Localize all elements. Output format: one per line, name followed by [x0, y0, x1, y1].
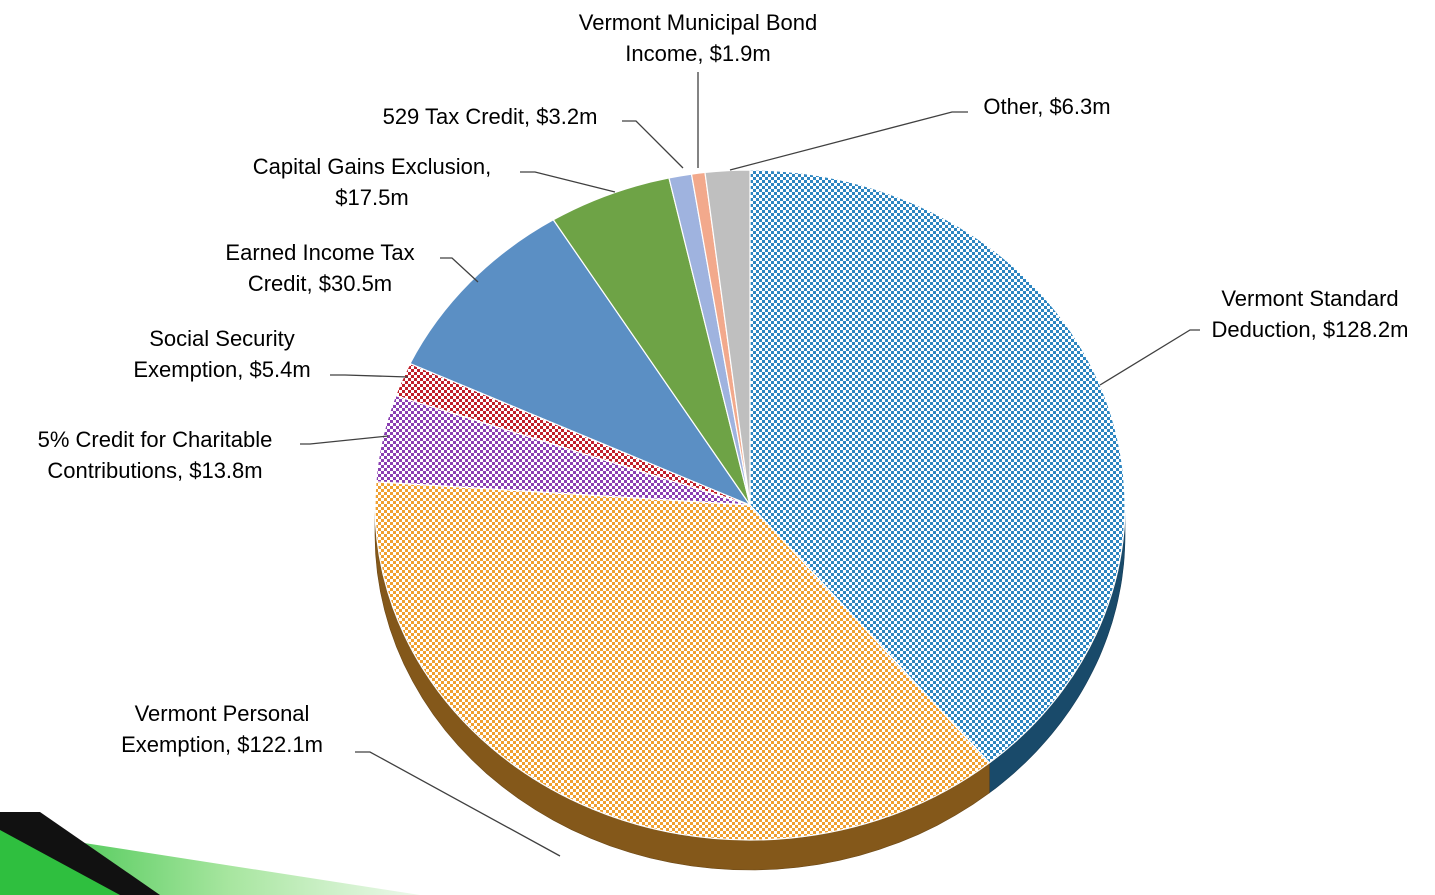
label-line: 529 Tax Credit, $3.2m [383, 104, 598, 129]
label-line: Capital Gains Exclusion, [253, 154, 491, 179]
corner-banner [0, 812, 420, 895]
label-vermont-personal-exemption: Vermont Personal Exemption, $122.1m [121, 701, 323, 757]
label-line: Credit, $30.5m [248, 271, 392, 296]
label-5-credit-for-charitable-contributions: 5% Credit for Charitable Contributions, $… [38, 427, 273, 483]
pie-slices [374, 169, 1126, 841]
leader-capital-gains-exclusion [520, 171, 616, 193]
label-line: Exemption, $5.4m [133, 357, 310, 382]
label-line: Social Security [149, 326, 295, 351]
label-line: $17.5m [335, 185, 408, 210]
slice-vermont-standard-deduction [749, 169, 1126, 764]
leader-other [729, 111, 968, 171]
leader-529-tax-credit [622, 120, 684, 169]
label-line: Exemption, $122.1m [121, 732, 323, 757]
leader-lines [300, 72, 1200, 857]
label-capital-gains-exclusion: Capital Gains Exclusion, $17.5m [253, 154, 491, 210]
label-line: 5% Credit for Charitable [38, 427, 273, 452]
label-line: Vermont Standard [1221, 286, 1398, 311]
slice-earned-income-tax-credit [409, 218, 752, 507]
label-line: Deduction, $128.2m [1212, 317, 1409, 342]
label-line: Other, $6.3m [983, 94, 1110, 119]
label-other: Other, $6.3m [983, 94, 1110, 119]
leader-vermont-personal-exemption [355, 751, 561, 857]
leader-social-security-exemption [330, 374, 409, 378]
label-line: Earned Income Tax [225, 240, 414, 265]
label-line: Contributions, $13.8m [47, 458, 262, 483]
slice-labels: Vermont Standard Deduction, $128.2mVermon… [38, 10, 1409, 757]
label-529-tax-credit: 529 Tax Credit, $3.2m [383, 104, 598, 129]
banner-green-band [0, 830, 120, 895]
leader-earned-income-tax-credit [440, 257, 479, 283]
label-vermont-municipal-bond-income: Vermont Municipal Bond Income, $1.9m [579, 10, 817, 66]
label-line: Vermont Municipal Bond [579, 10, 817, 35]
label-social-security-exemption: Social Security Exemption, $5.4m [133, 326, 310, 382]
leader-5-credit-for-charitable-contributions [300, 435, 389, 445]
label-line: Vermont Personal [135, 701, 310, 726]
leader-vermont-standard-deduction [1099, 329, 1200, 386]
slice-other [704, 169, 751, 506]
label-earned-income-tax-credit: Earned Income Tax Credit, $30.5m [225, 240, 414, 296]
label-line: Income, $1.9m [625, 41, 771, 66]
label-vermont-standard-deduction: Vermont Standard Deduction, $128.2m [1212, 286, 1409, 342]
slice-vermont-personal-exemption [374, 481, 991, 841]
